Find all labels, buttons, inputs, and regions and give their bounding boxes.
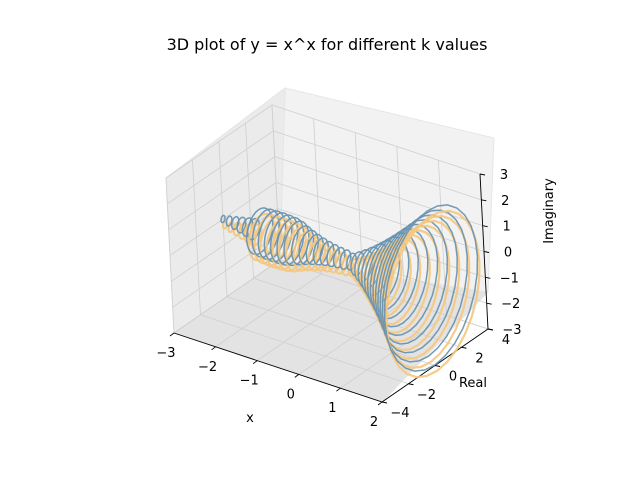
z-tick-mark (483, 251, 490, 253)
surface-ring-11-series-b (276, 216, 305, 266)
y-tick-mark (408, 383, 414, 386)
x-tick-mark (211, 346, 216, 351)
surface-ring-7-series-a (253, 214, 283, 265)
surface-wireframe (220, 204, 481, 379)
surface-ring-15-series-b (305, 233, 324, 266)
y-tick-label: 2 (475, 351, 483, 366)
z-tick-label: −2 (501, 297, 520, 312)
y-tick-label: −2 (417, 388, 436, 403)
y-tick-label: 0 (449, 370, 457, 385)
z-gridline-left (171, 208, 278, 282)
surface-ring-13-series-a (292, 230, 317, 272)
surface-ring-6-series-a (247, 212, 276, 262)
z-gridline-back (275, 182, 485, 252)
y-tick-label: −4 (390, 406, 409, 421)
surface-ring-16-series-b (312, 237, 330, 266)
y-gridline-floor (226, 296, 436, 366)
y-gridline-floor (200, 314, 409, 385)
surface-ring-3-series-b (236, 216, 247, 234)
z-gridline-left (169, 182, 277, 256)
z-gridline-left (168, 156, 275, 230)
z-gridline-back (271, 104, 481, 175)
z-gridline-left (165, 104, 273, 179)
z-tick-label: 2 (501, 194, 509, 209)
surface-ring-0-series-b (220, 214, 226, 224)
surface-ring-17-series-b (319, 240, 335, 267)
y-axis-label: Real (459, 376, 487, 391)
surface-ring-34-series-a (385, 209, 481, 379)
y-tick-label: 4 (502, 333, 510, 348)
x-tick-mark (294, 374, 300, 378)
z-tick-mark (482, 225, 488, 228)
x-axis-line (173, 332, 383, 403)
y-tick-mark (434, 365, 441, 367)
z-tick-mark (479, 173, 486, 176)
x-tick-mark (252, 360, 258, 364)
y-tick-mark (461, 346, 467, 349)
z-gridline-left (173, 259, 281, 334)
surface-ring-12-series-a (285, 226, 312, 273)
y-tick-mark (381, 401, 388, 404)
z-gridline-back (274, 156, 483, 227)
z-tick-label: −3 (502, 323, 521, 338)
x-tick-mark (336, 387, 341, 392)
z-gridline-back (273, 130, 482, 201)
x-axis-label: x (246, 411, 254, 426)
z-tick-mark (481, 199, 487, 202)
z-tick-label: 1 (503, 220, 511, 235)
z-tick-label: −1 (500, 271, 519, 286)
surface-ring-12-series-b (283, 220, 310, 267)
chart-title: 3D plot of y = x^x for different k value… (167, 35, 488, 54)
surface-ring-1-series-b (225, 215, 233, 227)
z-tick-mark (487, 328, 494, 331)
surface-ring-9-series-a (265, 217, 295, 269)
z-tick-label: 0 (504, 246, 512, 261)
z-tick-mark (486, 302, 492, 305)
z-axis-label: Imaginary (542, 178, 557, 244)
surface-ring-8-series-a (259, 215, 289, 267)
z-gridline-left (167, 130, 274, 205)
x-tick-mark (377, 401, 383, 406)
z-tick-mark (485, 276, 491, 279)
x-tick-label: −2 (198, 360, 217, 375)
surface-ring-34-series-b (383, 204, 479, 372)
x-tick-label: −1 (240, 374, 259, 389)
z-tick-label: 3 (500, 168, 508, 183)
x-tick-label: 0 (287, 387, 295, 402)
x-tick-label: −3 (156, 346, 175, 361)
x-tick-label: 1 (328, 401, 336, 416)
x-tick-mark (169, 332, 175, 337)
x-tick-label: 2 (370, 415, 378, 430)
